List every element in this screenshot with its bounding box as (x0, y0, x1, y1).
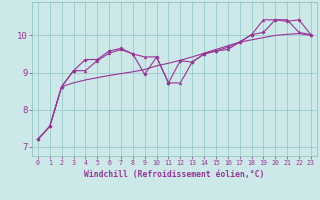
X-axis label: Windchill (Refroidissement éolien,°C): Windchill (Refroidissement éolien,°C) (84, 170, 265, 179)
